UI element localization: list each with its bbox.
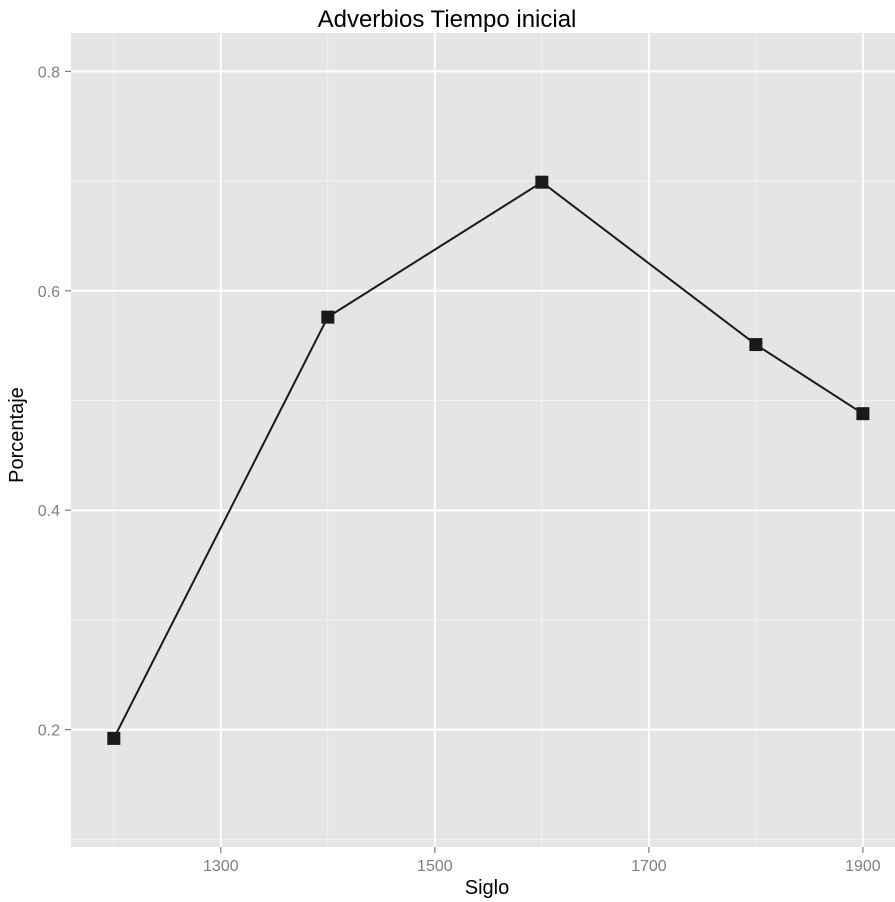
y-axis-title: Porcentaje [6,387,28,483]
series-layer [107,175,870,745]
x-axis-title: Siglo [465,877,509,899]
data-point [856,407,870,421]
data-point [107,731,121,745]
plot-panel [71,33,895,847]
x-axis-tick-labels: 1300 1500 1700 1900 [203,858,881,875]
x-tick-label: 1900 [845,858,881,875]
data-point [749,338,763,352]
y-axis-tick-labels: 0.2 0.4 0.6 0.8 [38,64,60,739]
y-tick-label: 0.6 [38,284,60,301]
y-tick-label: 0.4 [38,503,60,520]
minor-grid [71,33,895,847]
y-tick-label: 0.2 [38,723,60,740]
chart-title: Adverbios Tiempo inicial [318,6,577,33]
x-tick-label: 1500 [417,858,453,875]
axis-ticks [65,70,864,853]
data-point [321,310,335,324]
x-tick-label: 1300 [203,858,239,875]
data-point [535,175,549,189]
x-tick-label: 1700 [631,858,667,875]
y-tick-label: 0.8 [38,64,60,81]
major-grid [71,33,895,847]
